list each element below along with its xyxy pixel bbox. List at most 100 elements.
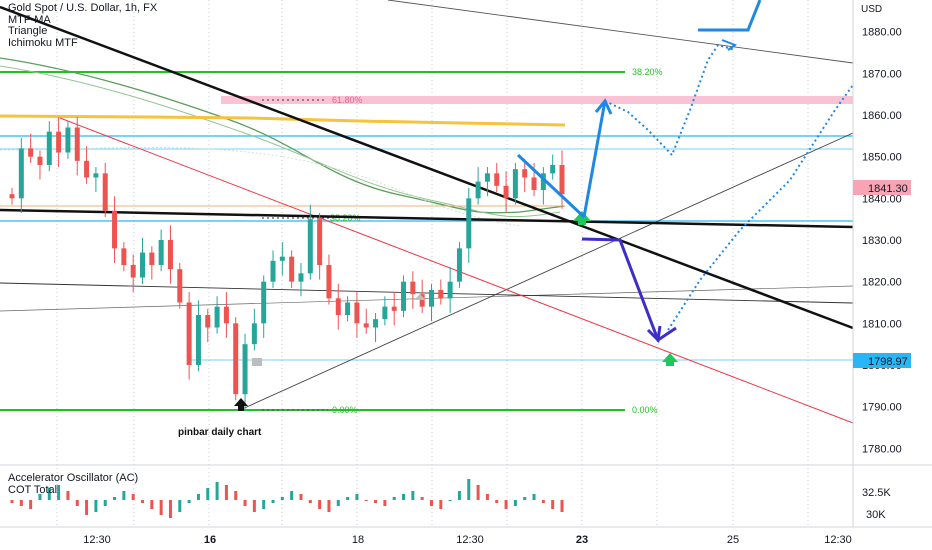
oscillator-bar	[85, 500, 89, 515]
candle-body	[233, 323, 239, 395]
candle-body	[317, 219, 323, 265]
indicator-triangle[interactable]: Triangle	[8, 25, 48, 37]
candle-body	[512, 169, 518, 199]
candle-body	[447, 281, 453, 299]
blue-dotted-projection	[604, 43, 736, 157]
purple-arrowhead-icon	[646, 325, 662, 344]
price-tick-label: 1790.00	[862, 402, 902, 414]
oscillator-bar	[355, 494, 359, 500]
blue-down-arrow	[516, 153, 586, 219]
marked-price-label: 1798.97	[868, 356, 908, 368]
oscillator-bar	[122, 491, 126, 500]
time-tick-label: 16	[204, 534, 216, 546]
indicator-cot[interactable]: COT Total	[8, 483, 58, 496]
candle-body	[261, 281, 267, 324]
oscillator-bar	[271, 500, 275, 503]
candle-body	[158, 240, 164, 265]
oscillator-bar	[234, 491, 238, 500]
pinbar-label: pinbar daily chart	[178, 427, 262, 438]
candle-body	[401, 281, 407, 311]
candle-body	[37, 156, 43, 165]
oscillator-bar	[159, 500, 163, 515]
candle-body	[410, 281, 416, 295]
indicator-mtf-ma[interactable]: MTF-MA	[8, 13, 51, 26]
fib-0-mid-label: 0.00%	[332, 405, 358, 415]
oscillator-bar	[252, 500, 256, 512]
moving-average-2	[0, 65, 561, 218]
candle-body	[93, 173, 99, 178]
candle-body	[522, 169, 528, 178]
oscillator-bar	[392, 497, 396, 500]
price-tick-label: 1880.00	[862, 27, 902, 39]
candle-body	[177, 269, 183, 303]
upper-trendline	[387, 0, 854, 64]
oscillator-bar	[187, 500, 191, 503]
fib-618-zone	[221, 96, 853, 104]
symbol-title: Gold Spot / U.S. Dollar, 1h, FX	[8, 2, 158, 14]
oscillator-bar	[19, 500, 23, 506]
oscillator-bar	[103, 500, 107, 506]
thin-trendline-b	[0, 282, 854, 304]
time-tick-label: 12:30	[824, 534, 852, 546]
thin-trendline-a	[0, 285, 854, 312]
candle-body	[391, 306, 397, 311]
time-tick-label: 18	[352, 534, 364, 546]
oscillator-bar	[495, 500, 499, 503]
candle-body	[251, 323, 257, 345]
oscillator-bar	[457, 491, 461, 500]
indicator-accelerator[interactable]: Accelerator Oscillator (AC)	[8, 472, 139, 484]
oscillator-bar	[280, 497, 284, 500]
oscillator-bars	[10, 479, 564, 518]
candle-body	[112, 210, 118, 249]
osc-scale-tick: 30K	[866, 509, 886, 521]
candle-body	[18, 148, 24, 199]
oscillator-legend: Accelerator Oscillator (AC) COT Total	[8, 472, 139, 496]
candle-body	[438, 290, 444, 299]
chart-legend: Gold Spot / U.S. Dollar, 1h, FX MTF-MA T…	[8, 2, 158, 49]
oscillator-bar	[308, 500, 312, 503]
orange-level	[0, 114, 566, 127]
pinbar-arrow-icon	[234, 398, 248, 411]
red-trendline	[59, 117, 854, 424]
oscillator-bar	[141, 500, 145, 503]
time-tick-label: 12:30	[456, 534, 484, 546]
price-tick-label: 1840.00	[862, 193, 902, 205]
oscillator-bar	[57, 485, 61, 500]
candle-body	[428, 290, 434, 307]
oscillator-bar	[150, 500, 154, 509]
fib-0-right-label: 0.00%	[632, 405, 658, 415]
oscillator-bar	[541, 500, 545, 503]
candle-body	[84, 160, 90, 178]
indicator-ichimoku[interactable]: Ichimoku MTF	[8, 36, 78, 49]
candle-body	[130, 265, 136, 278]
candle-body	[140, 252, 146, 278]
oscillator-bar	[336, 500, 340, 506]
candle-body	[466, 198, 472, 249]
marked-price-tag	[853, 353, 911, 368]
candle-body	[242, 344, 248, 395]
oscillator-bar	[476, 485, 480, 500]
candle-body	[149, 252, 155, 265]
oscillator-bar	[178, 500, 182, 512]
candle-body	[559, 165, 565, 195]
oscillator-bar	[504, 500, 508, 509]
oscillator-bar	[429, 500, 433, 506]
candle-body	[289, 256, 295, 282]
candle-body	[540, 173, 546, 190]
candle-body	[419, 294, 425, 307]
candle-body	[223, 306, 229, 324]
candle-body	[531, 177, 537, 190]
candle-body	[28, 148, 34, 157]
oscillator-bar	[346, 497, 350, 500]
price-tick-label: 1820.00	[862, 277, 902, 289]
oscillator-bar	[29, 500, 33, 509]
oscillator-bar	[262, 500, 266, 509]
candle-body	[186, 302, 192, 365]
candle-body	[373, 319, 379, 328]
oscillator-bar	[560, 500, 564, 512]
candle-body	[167, 240, 173, 270]
current-price-label: 1841.30	[868, 183, 908, 195]
